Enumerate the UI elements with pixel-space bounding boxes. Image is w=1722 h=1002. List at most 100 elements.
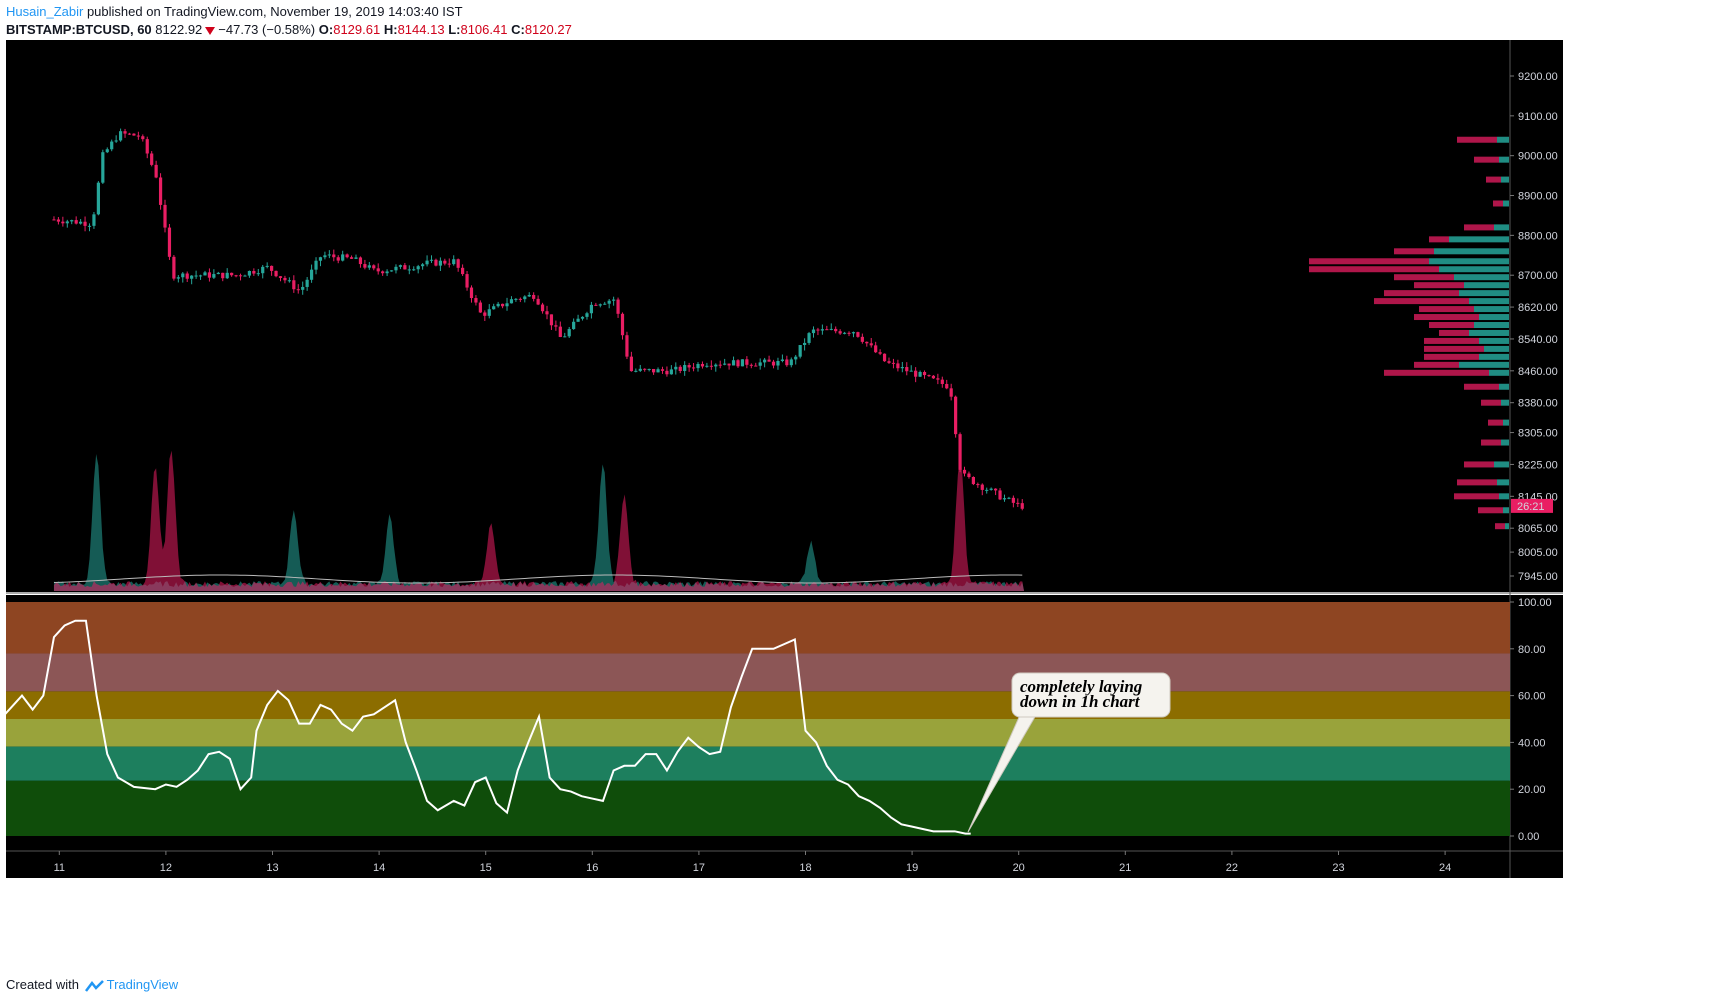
candle-down xyxy=(136,135,140,137)
publisher-name[interactable]: Husain_Zabir xyxy=(6,4,84,19)
candle-down xyxy=(403,265,407,270)
candle-down xyxy=(141,136,145,140)
price-pane-bg[interactable] xyxy=(6,40,1563,592)
volume-profile-bar-up xyxy=(1505,523,1509,530)
oscillator-axis-label: 0.00 xyxy=(1518,831,1539,843)
candle-up xyxy=(101,152,105,183)
candle-down xyxy=(940,379,944,384)
candle-down xyxy=(949,388,953,397)
candle-down xyxy=(127,133,132,135)
volume-profile-bar-down xyxy=(1384,369,1489,376)
volume-profile-bar-up xyxy=(1499,156,1509,163)
candle-down xyxy=(865,341,869,344)
candle-up xyxy=(909,370,913,372)
candle-up xyxy=(603,303,607,305)
candle-up xyxy=(105,149,109,153)
candle-up xyxy=(421,264,425,267)
candle-down xyxy=(536,298,540,305)
oscillator-zone xyxy=(6,719,1510,747)
candle-up xyxy=(452,259,456,265)
candle-down xyxy=(905,367,909,372)
candle-down xyxy=(456,259,460,268)
current-price-badge-text: 26:21 xyxy=(1517,501,1545,513)
candle-down xyxy=(447,263,451,265)
volume-profile-bar-up xyxy=(1501,399,1509,406)
volume-profile-bar-up xyxy=(1479,314,1509,321)
candle-down xyxy=(625,335,629,357)
candle-up xyxy=(669,369,673,375)
candle-down xyxy=(207,272,212,278)
candle-up xyxy=(740,359,745,367)
volume-profile-bar-up xyxy=(1474,306,1509,313)
volume-profile-bar-down xyxy=(1414,282,1464,289)
candle-down xyxy=(980,484,984,490)
candle-up xyxy=(198,275,203,277)
close-value: 8120.27 xyxy=(524,22,572,37)
candle-down xyxy=(749,364,753,366)
candle-down xyxy=(954,396,958,435)
candle-up xyxy=(789,359,793,366)
price-axis-label: 8460.00 xyxy=(1518,366,1558,378)
candle-up xyxy=(803,342,807,346)
candle-up xyxy=(314,260,318,270)
candle-up xyxy=(509,299,514,304)
candle-down xyxy=(238,275,243,277)
candle-up xyxy=(190,275,194,279)
candle-up xyxy=(585,313,589,317)
candle-up xyxy=(194,275,198,277)
volume-profile-bar-up xyxy=(1497,136,1509,143)
time-axis-label: 15 xyxy=(480,862,492,874)
candle-up xyxy=(265,265,269,267)
price-axis-label: 7945.00 xyxy=(1518,571,1558,583)
low-value: 8106.41 xyxy=(460,22,508,37)
candle-down xyxy=(594,304,598,306)
price-axis-label: 9100.00 xyxy=(1518,111,1558,123)
tradingview-brand-link[interactable]: TradingView xyxy=(106,977,179,992)
current-price-badge xyxy=(1511,498,1553,513)
candle-down xyxy=(163,204,167,228)
candle-up xyxy=(212,274,216,278)
oscillator-axis-label: 80.00 xyxy=(1518,644,1546,656)
candle-down xyxy=(967,473,971,477)
candle-up xyxy=(438,260,442,266)
candle-up xyxy=(567,329,571,337)
candle-down xyxy=(687,365,691,368)
volume-profile-bar-up xyxy=(1459,361,1509,368)
candle-down xyxy=(994,488,998,491)
candle-up xyxy=(527,294,531,297)
candle-up xyxy=(1007,497,1011,499)
candle-down xyxy=(816,329,820,331)
candle-down xyxy=(278,276,283,278)
price-axis-label: 9000.00 xyxy=(1518,151,1558,163)
time-axis-label: 12 xyxy=(160,862,172,874)
candle-up xyxy=(918,372,922,377)
candle-up xyxy=(92,214,96,226)
callout-box[interactable] xyxy=(1011,672,1171,718)
candle-down xyxy=(922,372,927,376)
candle-down xyxy=(691,367,696,369)
candle-up xyxy=(842,332,847,334)
candle-down xyxy=(172,256,176,279)
candle-up xyxy=(985,489,989,491)
candle-down xyxy=(745,359,749,365)
candle-up xyxy=(647,368,651,370)
candle-up xyxy=(247,270,252,276)
last-price: 8122.92 xyxy=(155,22,203,37)
candle-down xyxy=(461,267,465,275)
volume-profile-bar-down xyxy=(1429,322,1474,329)
candle-up xyxy=(256,273,260,275)
candle-up xyxy=(776,360,780,366)
candle-down xyxy=(545,311,549,315)
volume-profile-bar-up xyxy=(1501,176,1509,183)
volume-profile-bar-down xyxy=(1419,306,1474,313)
candle-down xyxy=(727,363,731,366)
candle-up xyxy=(416,266,420,270)
created-with-text: Created with xyxy=(6,977,79,992)
time-axis-label: 21 xyxy=(1119,862,1131,874)
candle-down xyxy=(651,368,656,373)
candle-up xyxy=(674,366,678,370)
candle-up xyxy=(301,286,305,290)
footer: Created with TradingView xyxy=(6,977,178,992)
volume-profile-bar-down xyxy=(1474,156,1499,163)
